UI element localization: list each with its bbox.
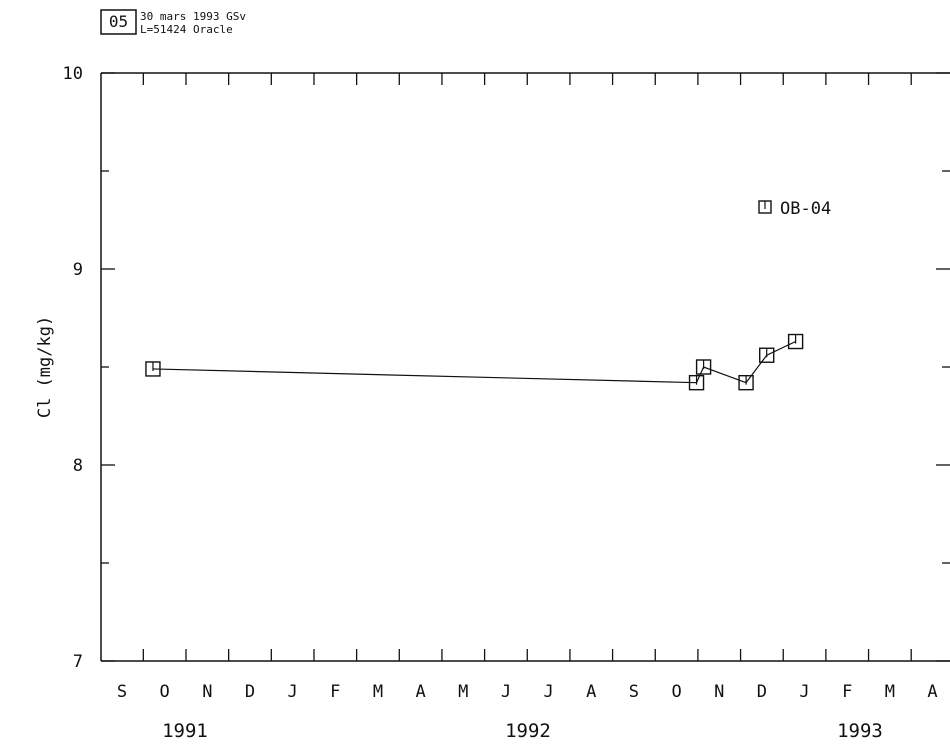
x-month-label: J [501,682,511,702]
legend-label: OB-04 [780,199,831,219]
header-badge-box [100,9,137,35]
y-axis-title: Cl (mg/kg) [35,316,55,418]
y-tick-label: 9 [73,260,83,280]
x-month-label: N [202,682,212,702]
x-month-label: F [330,682,340,702]
x-month-label: D [757,682,767,702]
header-line-1: 30 mars 1993 GSv [140,10,246,23]
data-point-marker [688,374,705,391]
y-axis-ticks: 7 8 9 10 [63,64,950,672]
header-badge-text: 05 [109,12,128,31]
series-line [152,340,796,384]
x-year-label: 1992 [505,720,551,742]
x-month-label: J [543,682,553,702]
y-tick-label: 8 [73,456,83,476]
x-month-label: S [629,682,639,702]
y-tick-label: 10 [63,64,83,84]
x-month-label: F [842,682,852,702]
data-point-marker [695,359,712,375]
x-year-labels: 1991 1992 1993 [162,720,883,742]
header-stamp: 05 30 mars 1993 GSv L=51424 Oracle [100,9,246,36]
data-point-marker [787,333,804,350]
x-month-label: O [160,682,170,702]
x-year-label: 1993 [837,720,883,742]
x-month-label: O [671,682,681,702]
data-point-marker [759,347,775,363]
x-month-label: N [714,682,724,702]
data-point-marker [145,361,161,377]
x-axis-ticks [142,73,912,661]
data-point-marker [738,374,754,391]
legend: OB-04 [758,199,831,219]
x-month-label: J [799,682,809,702]
header-line-2: L=51424 Oracle [140,23,233,36]
x-month-label: M [458,682,468,702]
legend-marker-square [758,200,772,214]
x-month-label: M [885,682,895,702]
y-tick-label: 7 [73,652,83,672]
series-ob-04 [145,333,804,391]
x-month-label: A [586,682,596,702]
x-month-label: A [415,682,425,702]
x-month-label: S [117,682,127,702]
x-year-label: 1991 [162,720,208,742]
x-month-label: J [288,682,298,702]
x-month-label: M [373,682,383,702]
plot-frame [100,72,950,662]
x-month-label: D [245,682,255,702]
x-month-label: A [927,682,937,702]
